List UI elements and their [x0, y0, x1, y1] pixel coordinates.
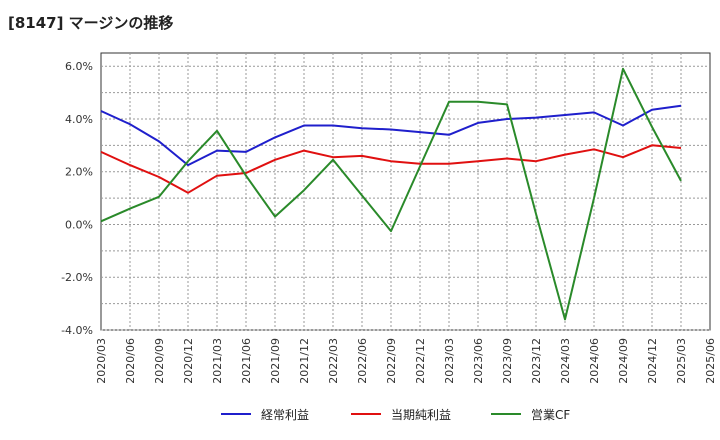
- y-tick-label: -4.0%: [61, 324, 93, 337]
- y-tick-label: 0.0%: [65, 218, 93, 231]
- x-tick-label: 2020/12: [182, 338, 195, 384]
- x-tick-label: 2021/09: [269, 338, 282, 384]
- y-tick-label: 2.0%: [65, 166, 93, 179]
- x-tick-label: 2020/09: [153, 338, 166, 384]
- x-tick-label: 2023/03: [443, 338, 456, 384]
- x-tick-label: 2022/09: [385, 338, 398, 384]
- x-tick-label: 2024/12: [646, 338, 659, 384]
- x-tick-label: 2020/06: [124, 338, 137, 384]
- x-tick-label: 2024/06: [588, 338, 601, 384]
- legend-label: 営業CF: [531, 408, 570, 422]
- x-tick-label: 2023/09: [501, 338, 514, 384]
- y-tick-label: -2.0%: [61, 271, 93, 284]
- legend-label: 経常利益: [261, 408, 309, 422]
- x-tick-label: 2025/06: [704, 338, 717, 384]
- x-tick-label: 2021/12: [298, 338, 311, 384]
- series-layer: [100, 67, 682, 321]
- x-axis: 2020/03 2020/06 2020/09 2020/12 2021/03 2021/…: [95, 338, 717, 384]
- x-tick-label: 2024/03: [559, 338, 572, 384]
- x-tick-label: 2023/06: [472, 338, 485, 384]
- legend-label: 当期純利益: [391, 408, 451, 422]
- y-tick-label: 4.0%: [65, 113, 93, 126]
- series-line: [100, 144, 682, 194]
- y-axis: -4.0% -2.0% 0.0% 2.0% 4.0% 6.0%: [61, 60, 93, 337]
- x-tick-label: 2022/06: [356, 338, 369, 384]
- x-tick-label: 2023/12: [530, 338, 543, 384]
- series-line: [100, 67, 682, 321]
- series-line: [100, 104, 682, 167]
- y-tick-label: 6.0%: [65, 60, 93, 73]
- plot-frame: [100, 52, 711, 331]
- grid-layer: [100, 52, 711, 331]
- x-tick-label: 2021/03: [211, 338, 224, 384]
- x-tick-label: 2020/03: [95, 338, 108, 384]
- x-tick-label: 2021/06: [240, 338, 253, 384]
- legend: 経常利益 当期純利益 営業CF: [221, 408, 570, 422]
- x-tick-label: 2022/03: [327, 338, 340, 384]
- x-tick-label: 2022/12: [414, 338, 427, 384]
- x-tick-label: 2024/09: [617, 338, 630, 384]
- chart-title: [8147] マージンの推移: [8, 14, 174, 32]
- x-tick-label: 2025/03: [675, 338, 688, 384]
